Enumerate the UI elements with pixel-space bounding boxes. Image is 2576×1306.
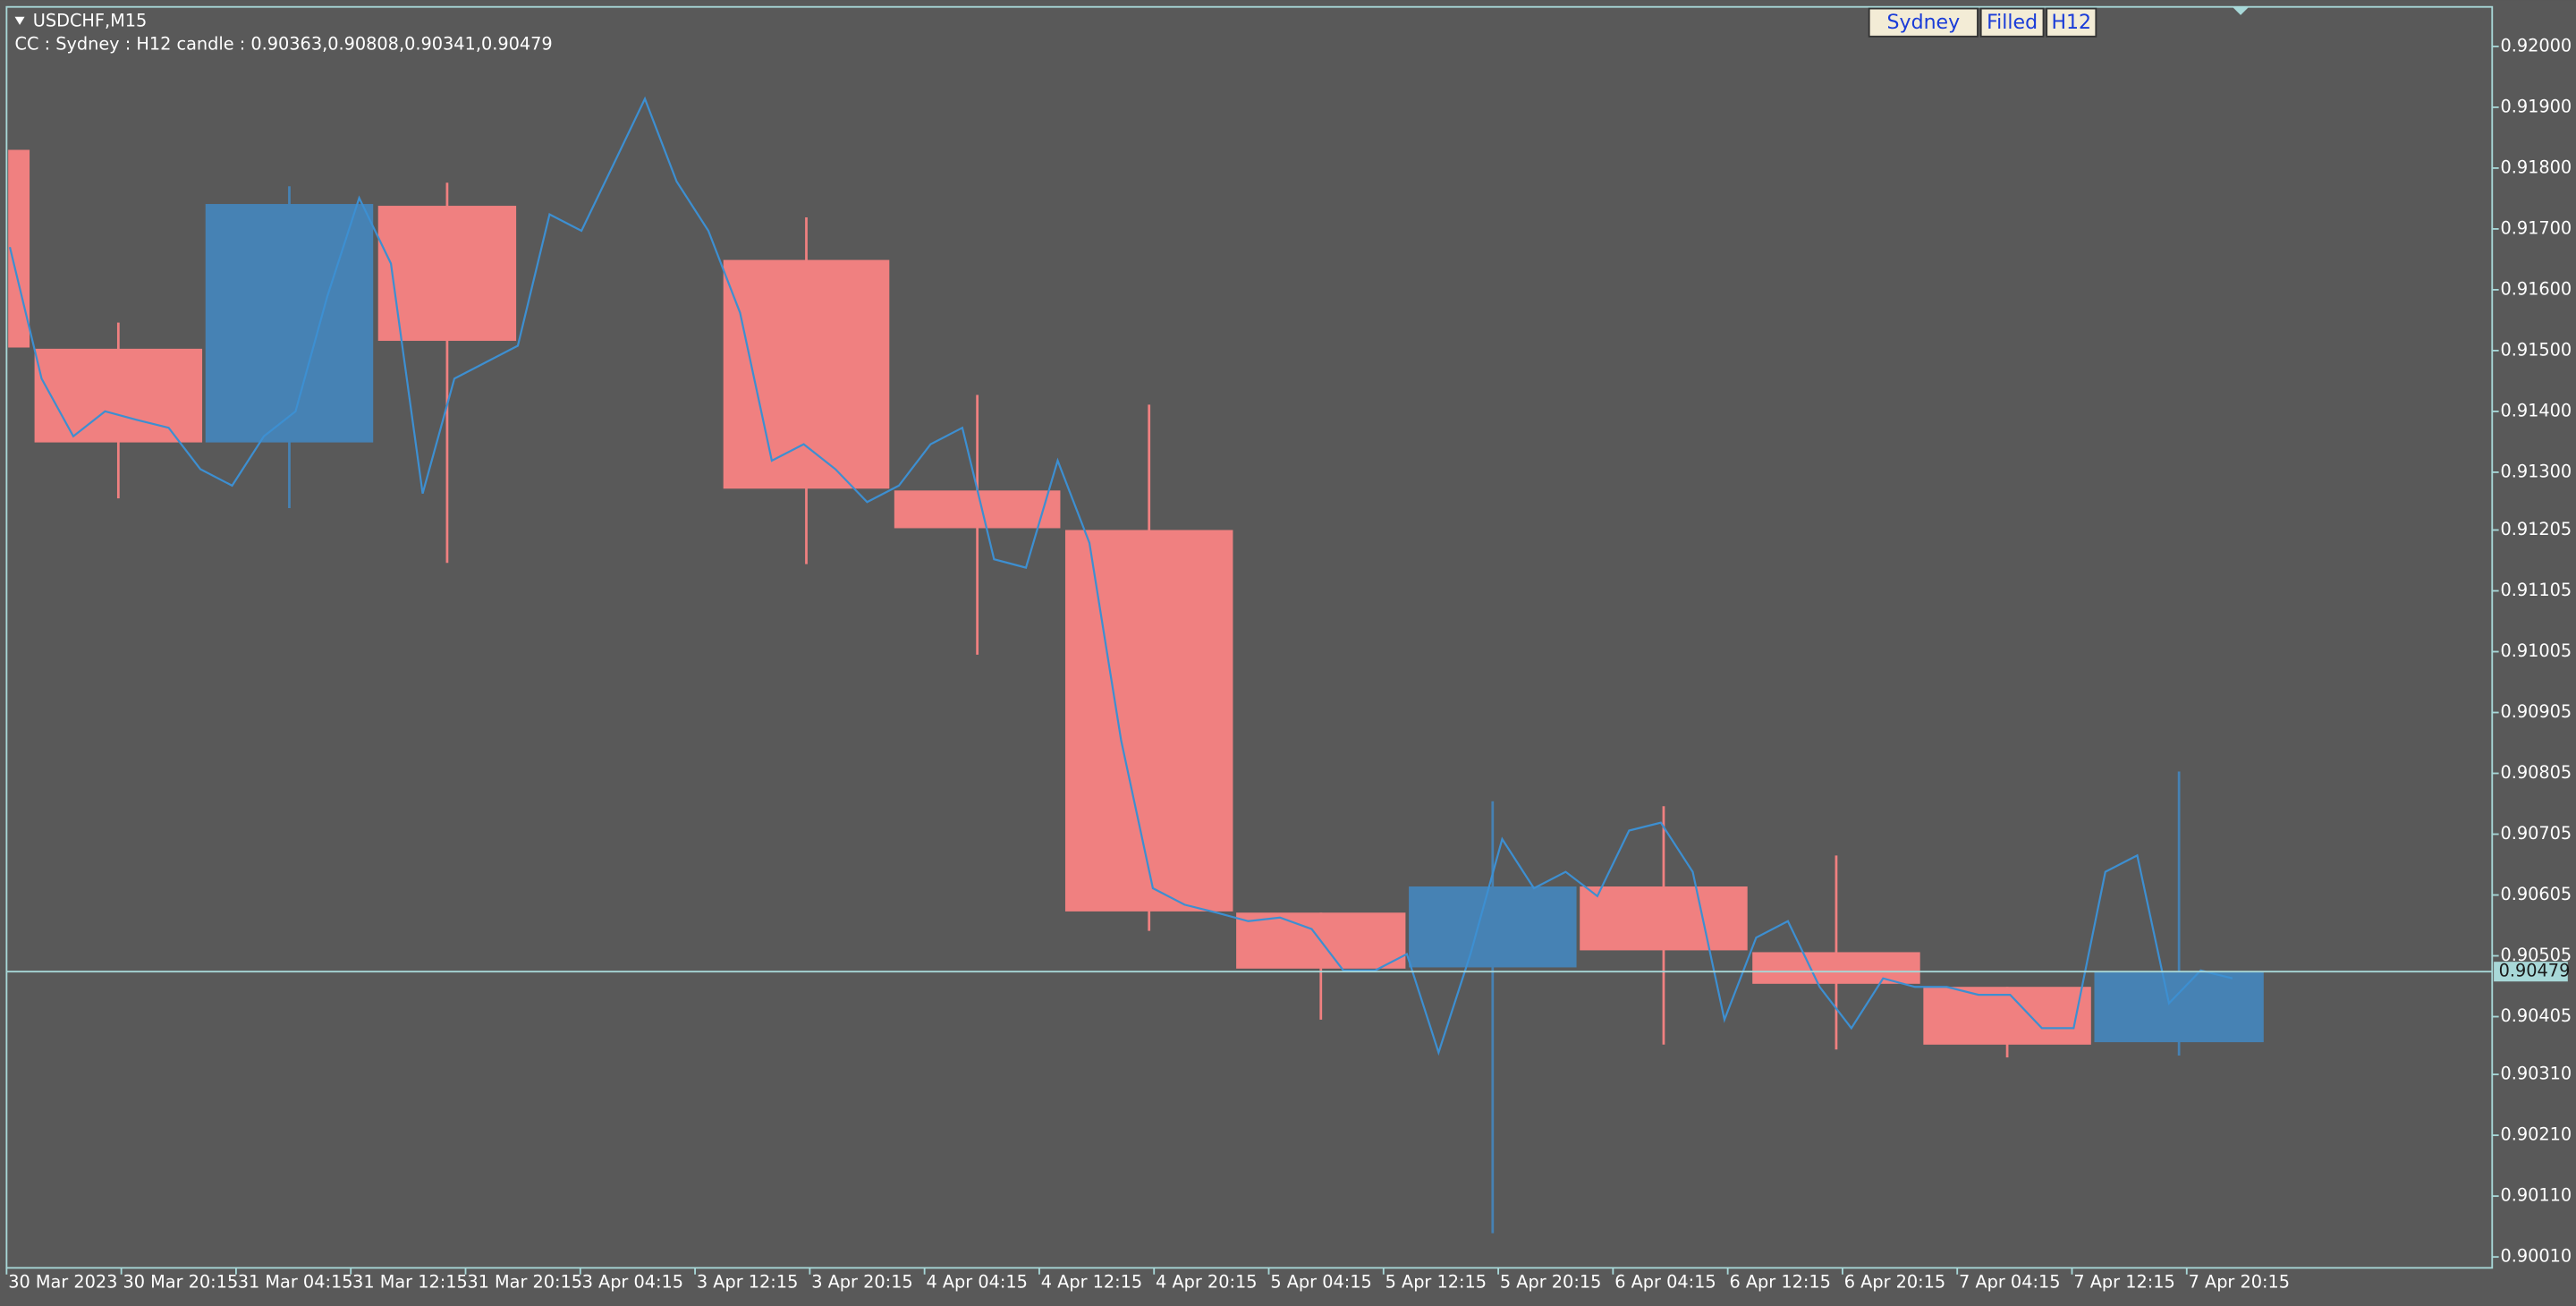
chart-title: USDCHF,M15	[33, 11, 148, 31]
candle-body	[1409, 886, 1577, 968]
candle-body	[377, 206, 517, 342]
collapse-arrow[interactable]	[14, 16, 25, 25]
x-tick-label: 31 Mar 20:15	[467, 1271, 582, 1292]
x-tick-label: 5 Apr 20:15	[1500, 1271, 1601, 1292]
toolbar-button[interactable]: Sydney	[1868, 7, 1979, 38]
button-face	[1979, 7, 2045, 38]
x-tick-label: 3 Apr 20:15	[811, 1271, 912, 1292]
button-label[interactable]: Filled	[1987, 12, 2038, 34]
button-face	[2046, 7, 2097, 38]
candle-body	[1752, 952, 1920, 984]
button-label[interactable]: Sydney	[1887, 12, 1961, 34]
y-tick-label: 0.91300	[2500, 461, 2572, 481]
y-tick-label: 0.92000	[2500, 35, 2572, 55]
indicator-info: CC : Sydney : H12 candle : 0.90363,0.908…	[15, 33, 553, 54]
toolbar-button[interactable]: Filled	[1979, 7, 2045, 38]
x-tick-label: 6 Apr 20:15	[1844, 1271, 1945, 1292]
y-tick-label: 0.91005	[2500, 640, 2572, 661]
y-tick-label: 0.90310	[2500, 1064, 2572, 1084]
y-tick-label: 0.90010	[2500, 1246, 2572, 1267]
button-label[interactable]: H12	[2051, 12, 2091, 34]
x-tick-label: 31 Mar 12:15	[352, 1271, 468, 1292]
y-tick-label: 0.90805	[2500, 762, 2572, 783]
plot-frame	[5, 5, 2494, 1269]
y-tick-label: 0.91600	[2500, 278, 2572, 299]
y-tick-label: 0.90110	[2500, 1185, 2572, 1206]
y-tick-label: 0.90210	[2500, 1124, 2572, 1145]
y-tick-label: 0.91700	[2500, 217, 2572, 238]
x-tick-label: 6 Apr 12:15	[1729, 1271, 1830, 1292]
candle-body	[1064, 530, 1233, 912]
y-tick-label: 0.90705	[2500, 823, 2572, 844]
x-tick-label: 4 Apr 20:15	[1156, 1271, 1257, 1292]
candle-body	[34, 348, 203, 443]
candle-body	[1580, 886, 1748, 951]
candle-body	[205, 204, 374, 443]
x-tick-label: 6 Apr 04:15	[1614, 1271, 1716, 1292]
y-tick-label: 0.90605	[2500, 884, 2572, 904]
x-tick-label: 4 Apr 12:15	[1041, 1271, 1142, 1292]
y-tick-label: 0.90405	[2500, 1005, 2572, 1026]
y-tick-label: 0.90505	[2500, 945, 2572, 965]
candle-body	[1923, 987, 2091, 1045]
candle-body	[8, 149, 30, 348]
x-tick-label: 30 Mar 2023	[8, 1271, 117, 1292]
y-tick-label: 0.91105	[2500, 580, 2572, 600]
x-tick-label: 3 Apr 12:15	[697, 1271, 798, 1292]
x-tick-label: 7 Apr 20:15	[2189, 1271, 2290, 1292]
x-tick-label: 5 Apr 12:15	[1385, 1271, 1487, 1292]
x-tick-label: 4 Apr 04:15	[926, 1271, 1027, 1292]
button-face	[1868, 7, 1979, 38]
candle-body	[723, 259, 890, 489]
candle-body	[894, 490, 1061, 529]
last-price-box	[2494, 962, 2568, 982]
y-tick-label: 0.91500	[2500, 339, 2572, 360]
y-tick-label: 0.90905	[2500, 701, 2572, 722]
y-tick-label: 0.91900	[2500, 96, 2572, 116]
price-line	[8, 96, 2233, 1056]
x-tick-label: 7 Apr 04:15	[1959, 1271, 2060, 1292]
y-tick-label: 0.91800	[2500, 157, 2572, 177]
x-tick-label: 30 Mar 20:15	[123, 1271, 238, 1292]
y-tick-label: 0.91400	[2500, 400, 2572, 420]
x-tick-label: 5 Apr 04:15	[1270, 1271, 1371, 1292]
x-tick-label: 3 Apr 04:15	[582, 1271, 683, 1292]
y-tick-label: 0.91205	[2500, 519, 2572, 539]
x-tick-label: 31 Mar 04:15	[238, 1271, 353, 1292]
last-price-label: 0.90479	[2499, 961, 2571, 981]
toolbar-button[interactable]: H12	[2046, 7, 2097, 38]
candle-body	[2094, 971, 2264, 1043]
shift-marker	[2232, 6, 2250, 15]
x-tick-label: 7 Apr 12:15	[2073, 1271, 2174, 1292]
